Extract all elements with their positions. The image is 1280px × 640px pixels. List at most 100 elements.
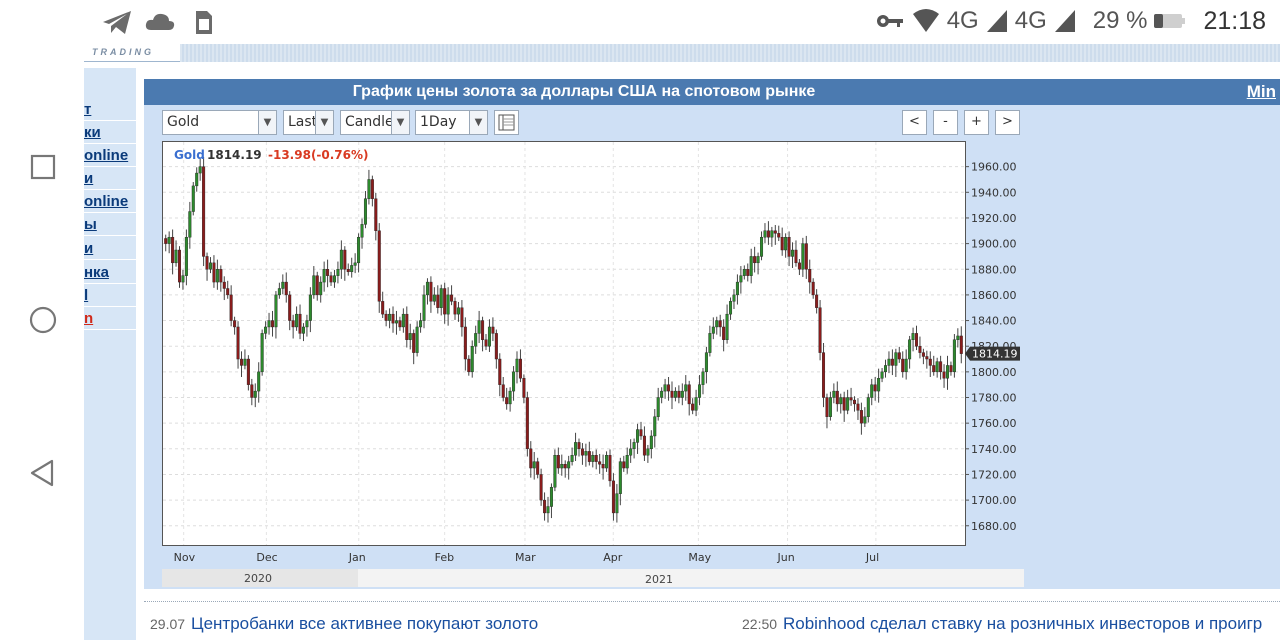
year-band-2020	[162, 569, 358, 587]
x-tick-label: Apr	[603, 551, 623, 564]
candle-body	[835, 390, 839, 405]
candle-body	[580, 448, 584, 456]
candle-body	[556, 455, 560, 469]
candle-body	[205, 256, 209, 270]
candle-body	[646, 448, 650, 456]
candle-body	[549, 487, 553, 507]
network-type-1: 4G	[946, 7, 979, 34]
candle-body	[329, 275, 333, 283]
square-recents-icon[interactable]	[26, 150, 60, 184]
candle-body	[295, 313, 299, 328]
chart-panel: График цены золота за доллары США на спо…	[144, 79, 1280, 589]
menu-item[interactable]: ы	[84, 213, 136, 236]
candle-body	[339, 249, 343, 270]
candle-body	[653, 416, 657, 437]
candle-body	[894, 352, 898, 366]
min-link[interactable]: Min	[1246, 82, 1276, 101]
candle-body	[443, 288, 447, 315]
zoom-out-button[interactable]: -	[933, 110, 958, 135]
sim-icon	[196, 11, 212, 34]
zoom-in-button[interactable]: +	[964, 110, 989, 135]
menu-item[interactable]: и	[84, 167, 136, 190]
candle-body	[591, 455, 595, 462]
last-price-tag-text: 1814.19	[972, 348, 1018, 361]
interval-select[interactable]: 1Day ▼	[415, 110, 488, 135]
menu-item[interactable]: ки	[84, 121, 136, 144]
menu-item[interactable]: n	[84, 307, 136, 330]
year-label: 2021	[645, 573, 673, 586]
x-tick-label: Dec	[256, 551, 277, 564]
grid	[163, 142, 965, 545]
candle-body	[680, 390, 684, 398]
candle-body	[735, 281, 739, 296]
candle-body	[921, 352, 925, 357]
legend: Gold 1814.19 -13.98(-0.76%)	[174, 148, 369, 162]
cloud-icon	[145, 13, 175, 30]
candle-body	[236, 326, 240, 360]
menu-item[interactable]: online	[84, 144, 136, 167]
candle-body	[529, 448, 533, 469]
webpage: TRADING т ки online и online ы и нка l n…	[84, 44, 1280, 640]
chevron-down-icon: ▼	[258, 111, 276, 134]
triangle-back-icon[interactable]	[26, 456, 60, 490]
y-tick-label: 1840.00	[971, 315, 1017, 328]
candle-body	[842, 397, 846, 411]
chart-type-value: Candle	[345, 114, 394, 130]
year-label: 2020	[244, 572, 272, 585]
candle-body	[615, 493, 619, 514]
candle-body	[195, 172, 199, 187]
candle-body	[915, 333, 919, 347]
candle-body	[425, 281, 429, 296]
candle-body	[484, 339, 488, 347]
candle-body	[257, 371, 261, 392]
y-tick-label: 1700.00	[971, 494, 1017, 507]
candle-body	[177, 249, 181, 283]
candle-body	[250, 384, 254, 398]
candle-body	[859, 410, 863, 424]
table-icon[interactable]	[494, 110, 519, 135]
menu-item[interactable]: online	[84, 190, 136, 213]
candle-body	[367, 179, 371, 199]
candle-body	[350, 265, 354, 273]
candle-body	[243, 358, 247, 366]
candle-body	[532, 461, 536, 469]
site-logo[interactable]: TRADING	[84, 44, 180, 62]
menu-item[interactable]: т	[84, 98, 136, 121]
candle-body	[384, 313, 388, 321]
plot-area	[162, 141, 966, 546]
candle-body	[746, 269, 750, 276]
menu-item[interactable]: и	[84, 237, 136, 260]
y-tick-label: 1860.00	[971, 289, 1017, 302]
candle-body	[598, 461, 602, 465]
candle-body	[787, 236, 791, 257]
left-menu: т ки online и online ы и нка l n	[84, 68, 136, 640]
candle-body	[270, 320, 274, 328]
news-link[interactable]: Robinhood сделал ставку на розничных инв…	[783, 614, 1263, 633]
price-chart[interactable]: 1960.00 1940.00 1920.00 1900.00 1880.00 1860.…	[162, 141, 1024, 589]
chart-type-select[interactable]: Candle ▼	[340, 110, 410, 135]
candle-body	[388, 313, 392, 321]
price-type-select[interactable]: Last ▼	[283, 110, 334, 135]
candle-body	[574, 442, 578, 456]
candle-body	[219, 269, 223, 283]
instrument-select[interactable]: Gold ▼	[162, 110, 277, 135]
candle-body	[849, 397, 853, 401]
chevron-down-icon: ▼	[469, 111, 487, 134]
scroll-right-button[interactable]: >	[995, 110, 1020, 135]
candle-body	[274, 294, 278, 328]
scroll-left-button[interactable]: <	[902, 110, 927, 135]
candle-body	[408, 333, 412, 340]
candle-body	[801, 243, 805, 270]
menu-item[interactable]: l	[84, 284, 136, 307]
candle-body	[429, 281, 433, 302]
circle-home-icon[interactable]	[26, 303, 60, 337]
candle-body	[432, 294, 436, 302]
candle-body	[935, 361, 939, 373]
candle-body	[212, 262, 216, 283]
candle-body	[208, 262, 212, 270]
candle-body	[946, 365, 950, 379]
menu-item[interactable]: нка	[84, 261, 136, 284]
candle-body	[494, 333, 498, 360]
news-link[interactable]: Центробанки все активнее покупают золото	[191, 614, 539, 633]
candle-body	[908, 339, 912, 360]
